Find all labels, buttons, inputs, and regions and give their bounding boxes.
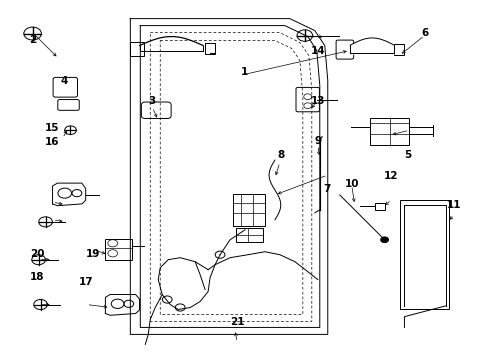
FancyBboxPatch shape: [233, 194, 264, 226]
FancyBboxPatch shape: [235, 228, 262, 242]
Text: 16: 16: [44, 138, 59, 147]
Text: 2: 2: [29, 35, 36, 45]
Text: 6: 6: [421, 28, 427, 38]
FancyBboxPatch shape: [141, 102, 171, 118]
FancyBboxPatch shape: [105, 239, 132, 261]
FancyBboxPatch shape: [53, 77, 77, 97]
Text: 14: 14: [310, 46, 325, 56]
Text: 7: 7: [323, 184, 330, 194]
Text: 21: 21: [229, 317, 244, 327]
Text: 13: 13: [310, 96, 324, 106]
Text: 12: 12: [383, 171, 397, 181]
Text: 20: 20: [30, 248, 44, 258]
Text: 15: 15: [44, 123, 59, 133]
Text: 10: 10: [344, 179, 358, 189]
Text: 8: 8: [277, 150, 284, 160]
FancyBboxPatch shape: [369, 118, 408, 144]
Text: 18: 18: [30, 272, 44, 282]
FancyBboxPatch shape: [399, 200, 448, 310]
Text: 9: 9: [313, 136, 321, 145]
Text: 1: 1: [241, 67, 247, 77]
FancyBboxPatch shape: [335, 40, 353, 59]
FancyBboxPatch shape: [374, 203, 385, 210]
FancyBboxPatch shape: [295, 87, 319, 112]
FancyBboxPatch shape: [204, 43, 215, 54]
Text: 11: 11: [446, 200, 461, 210]
FancyBboxPatch shape: [393, 44, 403, 55]
Text: 5: 5: [404, 150, 410, 160]
Text: 17: 17: [79, 277, 93, 287]
FancyBboxPatch shape: [58, 100, 79, 110]
Text: 3: 3: [148, 96, 155, 106]
Text: 19: 19: [86, 248, 101, 258]
Circle shape: [380, 237, 387, 243]
FancyBboxPatch shape: [130, 42, 143, 56]
Text: 4: 4: [61, 76, 68, 86]
